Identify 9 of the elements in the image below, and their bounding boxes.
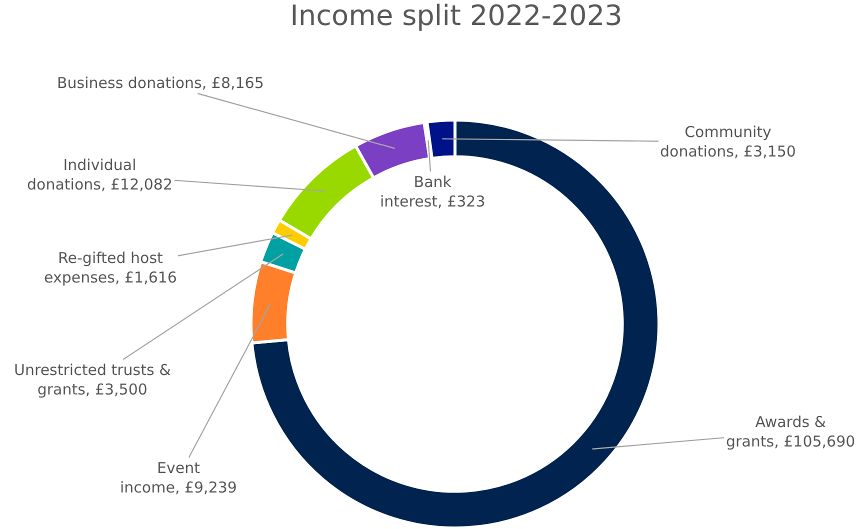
slice-label: Community donations, £3,150 (660, 123, 796, 160)
chart-title: Income split 2022-2023 (290, 0, 623, 32)
slice-label: Event income, £9,239 (120, 459, 237, 496)
legend-label: Bank interest, £323 (380, 173, 486, 210)
slice-label: Unrestricted trusts & grants, £3,500 (14, 361, 172, 398)
slice-label: Individual donations, £12,082 (27, 156, 173, 194)
slice-label: Re-gifted host expenses, £1,616 (44, 249, 177, 286)
slice-label: Awards & grants, £105,690 (726, 413, 856, 450)
slice-label: Business donations, £8,165 (57, 74, 264, 92)
